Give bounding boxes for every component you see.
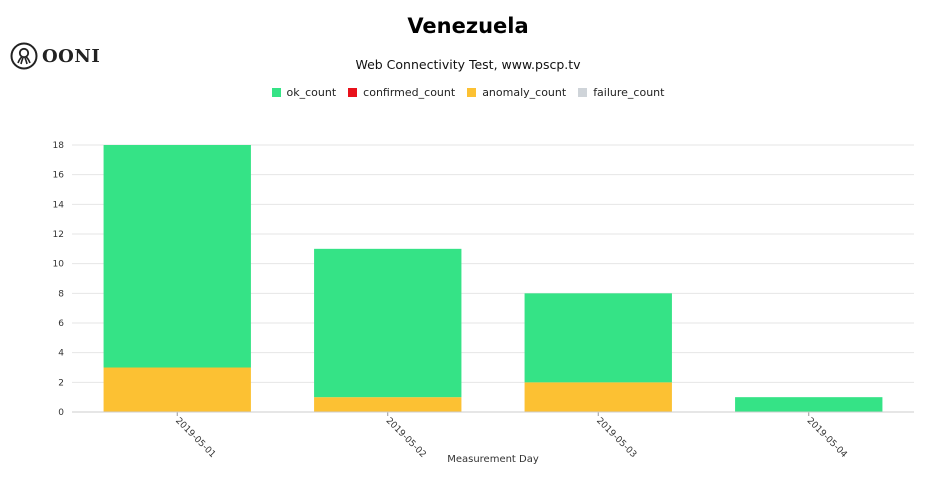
x-tick-label: 2019-05-01 (173, 416, 217, 460)
y-tick-label: 4 (58, 349, 64, 359)
y-tick-label: 0 (58, 408, 64, 418)
bar-ok_count (314, 248, 462, 398)
bar-ok_count (735, 397, 883, 412)
bar-anomaly_count (314, 397, 462, 412)
bar-anomaly_count (103, 367, 251, 412)
ooni-logo: OONI (10, 41, 100, 71)
legend-item-confirmed_count[interactable]: confirmed_count (348, 86, 455, 99)
bar-ok_count (524, 293, 672, 383)
octopus-icon (10, 42, 38, 70)
y-tick-label: 2 (58, 378, 64, 388)
y-tick-label: 16 (53, 171, 65, 181)
legend-label: confirmed_count (363, 86, 456, 99)
legend-label: anomaly_count (482, 86, 567, 99)
y-tick-label: 6 (58, 319, 64, 329)
chart-subtitle: Web Connectivity Test, www.pscp.tv (355, 57, 581, 72)
y-tick-label: 14 (53, 200, 65, 210)
bar-anomaly_count (524, 382, 672, 412)
legend-item-failure_count[interactable]: failure_count (578, 86, 664, 99)
legend-swatch (578, 88, 588, 97)
legend-swatch (467, 88, 477, 97)
legend-swatch (348, 88, 358, 97)
x-tick-label: 2019-05-03 (594, 416, 638, 460)
logo-text: OONI (42, 45, 101, 67)
y-tick-label: 18 (53, 141, 65, 151)
x-axis-label: Measurement Day (447, 454, 539, 465)
legend-item-anomaly_count[interactable]: anomaly_count (467, 86, 566, 99)
y-tick-label: 12 (53, 230, 64, 240)
chart-legend: ok_count confirmed_count anomaly_count fail… (0, 86, 936, 99)
legend-item-ok_count[interactable]: ok_count (271, 86, 337, 99)
bar-ok_count (103, 145, 251, 368)
legend-label: ok_count (286, 86, 337, 99)
legend-swatch (271, 88, 281, 97)
x-tick-label: 2019-05-02 (384, 416, 428, 460)
y-tick-label: 10 (53, 260, 65, 270)
legend-label: failure_count (593, 86, 665, 99)
chart-title: Venezuela (407, 14, 529, 38)
x-tick-label: 2019-05-04 (805, 416, 849, 460)
y-tick-label: 8 (58, 289, 64, 299)
